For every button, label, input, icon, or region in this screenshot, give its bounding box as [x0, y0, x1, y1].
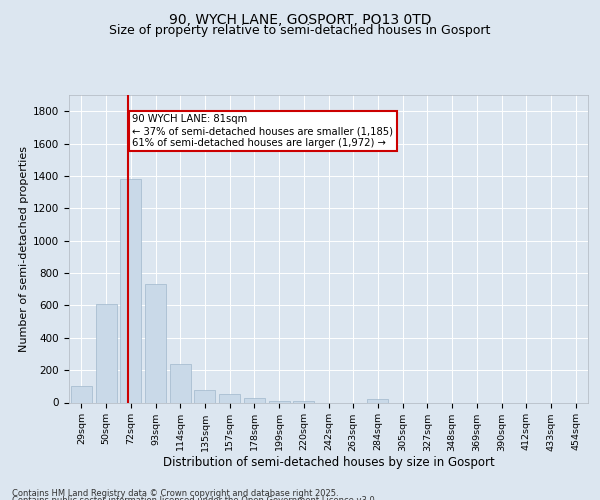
Bar [145, 284, 166, 403]
Bar [244, 398, 265, 402]
Text: Contains HM Land Registry data © Crown copyright and database right 2025.: Contains HM Land Registry data © Crown c… [12, 488, 338, 498]
Text: Contains public sector information licensed under the Open Government Licence v3: Contains public sector information licen… [12, 496, 377, 500]
Text: 90, WYCH LANE, GOSPORT, PO13 0TD: 90, WYCH LANE, GOSPORT, PO13 0TD [169, 12, 431, 26]
Bar [95, 304, 116, 402]
X-axis label: Distribution of semi-detached houses by size in Gosport: Distribution of semi-detached houses by … [163, 456, 494, 469]
Y-axis label: Number of semi-detached properties: Number of semi-detached properties [19, 146, 29, 352]
Bar [71, 386, 92, 402]
Bar [219, 394, 240, 402]
Bar [170, 364, 191, 403]
Text: Size of property relative to semi-detached houses in Gosport: Size of property relative to semi-detach… [109, 24, 491, 37]
Bar [194, 390, 215, 402]
Bar [367, 400, 388, 402]
Bar [269, 401, 290, 402]
Text: 90 WYCH LANE: 81sqm
← 37% of semi-detached houses are smaller (1,185)
61% of sem: 90 WYCH LANE: 81sqm ← 37% of semi-detach… [132, 114, 393, 148]
Bar [120, 179, 141, 402]
Bar [293, 401, 314, 402]
